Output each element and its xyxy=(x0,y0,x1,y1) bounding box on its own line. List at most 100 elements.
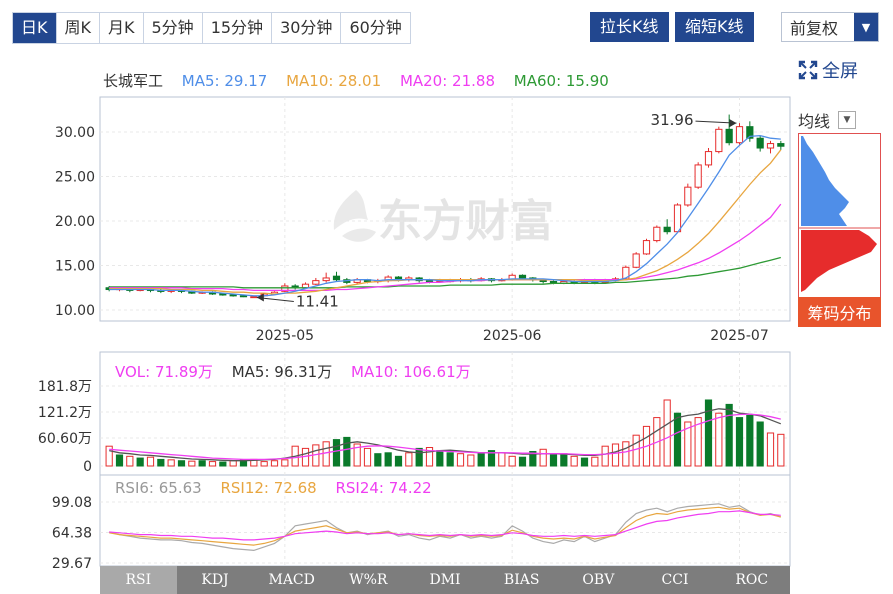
candle-body xyxy=(270,291,279,295)
indicator-tab-4[interactable]: DMI xyxy=(429,572,461,588)
date-tick-label: 2025-07 xyxy=(710,328,769,344)
ma10-line xyxy=(109,149,782,295)
candle-body xyxy=(260,293,268,297)
tab-5[interactable]: 30分钟 xyxy=(272,13,342,43)
candle-body xyxy=(301,283,310,289)
candle-body xyxy=(136,289,144,292)
volume-bar xyxy=(735,417,744,467)
indicator-tab-0[interactable]: RSI xyxy=(100,566,177,594)
candle-body xyxy=(518,274,527,279)
volume-bar xyxy=(580,457,589,467)
volume-ma10-line xyxy=(109,413,781,461)
indicator-tab-5[interactable]: BIAS xyxy=(503,572,540,588)
adjust-select-value: 前复权 xyxy=(790,19,839,38)
tab-1[interactable]: 周K xyxy=(56,13,100,43)
indicator-tab-2[interactable]: MACD xyxy=(268,572,315,588)
candle-body xyxy=(549,281,558,284)
volume-bar xyxy=(219,461,227,467)
volume-bar xyxy=(229,460,237,467)
tab-3[interactable]: 5分钟 xyxy=(143,13,203,43)
indicator-tab-8[interactable]: ROC xyxy=(735,572,769,588)
volume-bar xyxy=(456,453,465,467)
volume-bar xyxy=(518,456,527,467)
shrink-kline-button[interactable]: 缩短K线 xyxy=(675,12,754,42)
chip-distribution-panel xyxy=(798,133,881,327)
candle-body xyxy=(456,279,465,282)
candle-body xyxy=(673,204,682,233)
candle-body xyxy=(611,278,620,282)
candle-body xyxy=(353,279,361,283)
volume-bar xyxy=(498,452,506,467)
tab-4[interactable]: 15分钟 xyxy=(202,13,273,43)
period-tabs: 日K 周K 月K 5分钟 15分钟 30分钟 60分钟 xyxy=(12,12,411,44)
stock-name: 长城军工 xyxy=(103,72,164,90)
rsi12-value: RSI12: 72.68 xyxy=(220,479,317,497)
candle-body xyxy=(384,276,392,282)
fullscreen-label: 全屏 xyxy=(822,61,858,82)
volume-bar xyxy=(684,421,692,467)
volume-bar xyxy=(208,461,217,467)
fullscreen-button[interactable]: 全屏 xyxy=(798,57,858,83)
ma-select[interactable]: 均线 ▼ xyxy=(798,108,857,132)
adjust-select[interactable]: 前复权 ▼ xyxy=(781,12,879,42)
candle-body xyxy=(219,293,227,296)
candle-body xyxy=(239,295,248,298)
volume-bar xyxy=(425,447,434,467)
chip-distribution-chart xyxy=(799,136,880,292)
candle-body xyxy=(684,186,692,206)
candle-body xyxy=(746,126,754,139)
tab-2[interactable]: 月K xyxy=(100,13,144,43)
volume-bar xyxy=(446,452,454,467)
candle-body xyxy=(498,279,506,282)
rsi6-value: RSI6: 65.63 xyxy=(115,479,202,497)
volume-bar xyxy=(250,458,258,467)
indicator-tab-7[interactable]: CCI xyxy=(661,572,689,588)
volume-bar xyxy=(632,434,640,467)
volume-bar xyxy=(487,450,496,467)
volume-bar xyxy=(167,459,175,467)
volume-bar xyxy=(332,439,341,467)
volume-bar xyxy=(343,436,351,467)
candle-body xyxy=(715,128,723,153)
candle-body xyxy=(601,280,609,283)
indicator-tab-3[interactable]: W%R xyxy=(349,572,388,588)
volume-bar xyxy=(405,452,413,467)
candle-body xyxy=(322,277,330,282)
volume-bar xyxy=(694,417,702,467)
volume-bar xyxy=(642,425,651,467)
indicator-tab-1[interactable]: KDJ xyxy=(201,572,229,588)
watermark-text: 东方财富 xyxy=(378,196,554,247)
volume-bar xyxy=(601,445,609,467)
volume-bar xyxy=(766,432,775,467)
candle-body xyxy=(446,280,454,283)
candle-body xyxy=(343,279,351,283)
indicator-tab-6[interactable]: OBV xyxy=(582,572,615,588)
candle-body xyxy=(281,285,289,292)
candle-body xyxy=(591,279,599,283)
tab-0[interactable]: 日K xyxy=(13,13,57,43)
tab-6[interactable]: 60分钟 xyxy=(341,13,410,43)
volume-bar xyxy=(673,412,682,467)
volume-bar xyxy=(653,417,661,467)
volume-tick-label: 181.8万 xyxy=(38,379,92,395)
volume-bar xyxy=(529,450,537,467)
volume-bar xyxy=(746,414,754,467)
candle-body xyxy=(653,226,661,242)
candle-body xyxy=(467,279,475,282)
candle-body xyxy=(756,137,764,149)
volume-bar xyxy=(549,454,558,467)
chip-distribution-button[interactable]: 筹码分布 xyxy=(798,297,881,327)
candle-body xyxy=(508,274,516,281)
volume-tick-label: 0 xyxy=(83,459,92,475)
candle-body xyxy=(663,226,671,233)
candle-body xyxy=(198,291,206,294)
stretch-kline-button[interactable]: 拉长K线 xyxy=(590,12,669,42)
candle-body xyxy=(250,296,258,299)
date-tick-label: 2025-06 xyxy=(483,328,542,344)
volume-bar xyxy=(363,447,372,467)
ma5-value: MA5: 29.17 xyxy=(181,72,268,90)
candle-body xyxy=(105,287,113,291)
candle-body xyxy=(777,143,785,147)
ma20-line xyxy=(109,203,782,292)
rsi-tick-label: 64.38 xyxy=(52,525,92,541)
